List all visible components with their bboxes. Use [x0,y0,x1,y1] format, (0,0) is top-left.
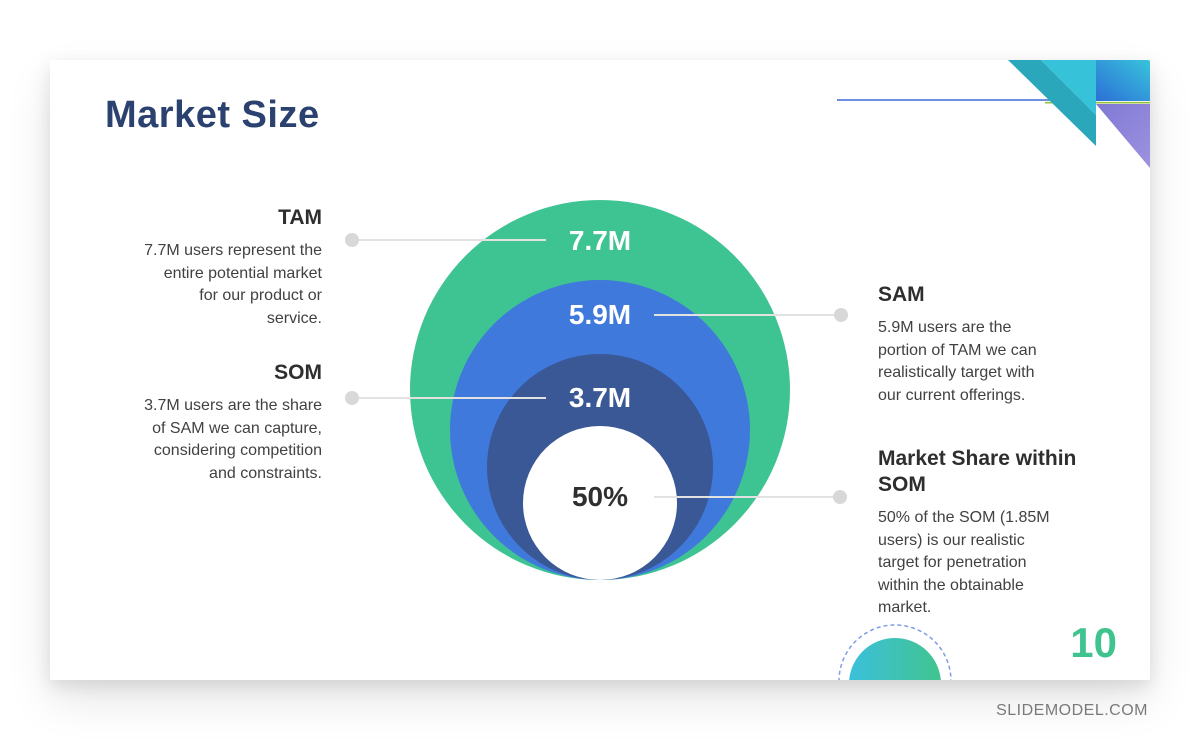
market-share-heading: Market Share within SOM [878,447,1077,496]
tam-connector-line [352,239,546,241]
footer-watermark: SLIDEMODEL.COM [996,702,1148,719]
market-share-description: 50% of the SOM (1.85M users) is our real… [878,509,1050,616]
market-share-connector-line [654,496,840,498]
som-description: 3.7M users are the share of SAM we can c… [144,397,322,482]
sam-annotation: SAM 5.9M users are the portion of TAM we… [878,282,1118,407]
tam-connector-dot [345,233,359,247]
tam-annotation: TAM 7.7M users represent the entire pote… [62,205,322,330]
slide: Market Size 7.7M 5.9M 3.7M 50% [50,60,1150,680]
teal-stripe [1008,60,1096,146]
sam-description: 5.9M users are the portion of TAM we can… [878,319,1037,404]
cyan-triangle [1041,60,1096,115]
sam-connector-dot [834,308,848,322]
gradient-circle [849,638,941,680]
market-share-annotation: Market Share within SOM 50% of the SOM (… [878,446,1118,620]
tam-heading: TAM [278,206,322,229]
blue-gradient-square [1096,60,1150,101]
corner-ribbon-decoration [837,60,1150,168]
tam-value-label: 7.7M [568,225,632,256]
market-share-value-label: 50% [571,481,629,512]
som-connector-dot [345,391,359,405]
som-value-label: 3.7M [568,382,632,413]
market-share-circle [523,426,677,580]
page-number: 10 [1070,619,1117,666]
som-connector-line [352,397,546,399]
som-heading: SOM [274,361,322,384]
purple-triangle [1096,104,1150,168]
tam-description: 7.7M users represent the entire potentia… [144,242,322,327]
som-annotation: SOM 3.7M users are the share of SAM we c… [62,360,322,485]
market-share-connector-dot [833,490,847,504]
sam-connector-line [654,314,840,316]
sam-heading: SAM [878,283,925,306]
bottom-circle-decoration [838,624,952,680]
sam-value-label: 5.9M [568,299,632,330]
slide-title: Market Size [105,94,320,136]
